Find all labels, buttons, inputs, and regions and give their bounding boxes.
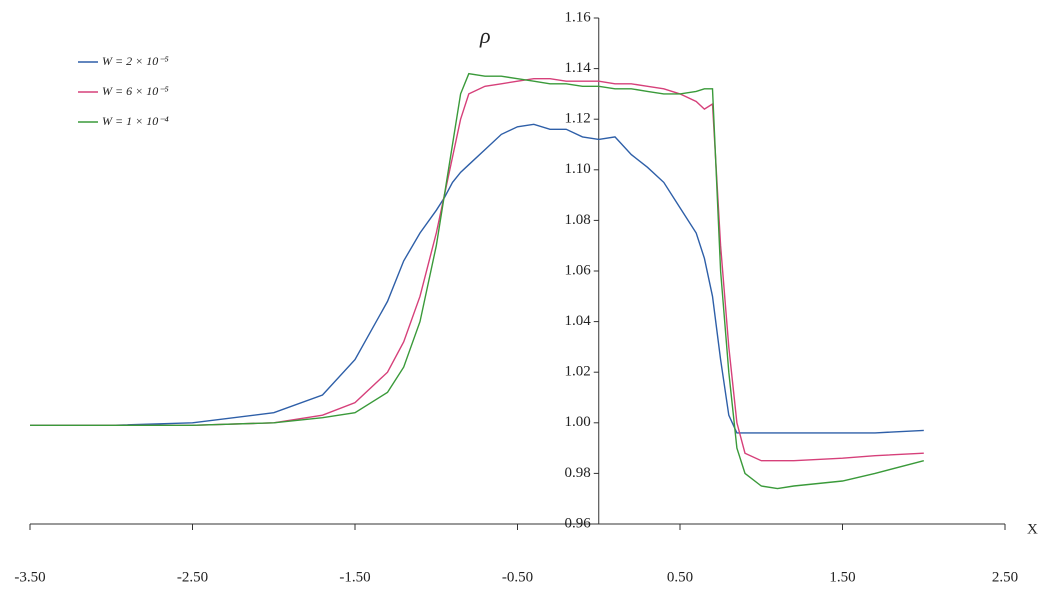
series-line <box>30 78 924 462</box>
y-tick-label: 0.96 <box>565 515 592 531</box>
x-tick-label: 2.50 <box>992 569 1018 585</box>
series-line <box>30 72 924 490</box>
x-tick-label: -1.50 <box>339 569 370 585</box>
y-axis-label: ρ <box>479 23 491 48</box>
x-axis-label: X <box>1027 521 1038 537</box>
y-tick-label: 1.08 <box>565 212 591 228</box>
y-tick-label: 1.00 <box>565 414 591 430</box>
y-tick-label: 1.12 <box>565 111 591 127</box>
legend-label: W = 6 × 10⁻⁵ <box>102 84 169 98</box>
y-tick-label: 0.98 <box>565 465 591 481</box>
y-tick-label: 1.04 <box>565 313 592 329</box>
x-tick-label: -0.50 <box>502 569 533 585</box>
x-tick-label: -2.50 <box>177 569 208 585</box>
x-tick-label: -3.50 <box>14 569 45 585</box>
y-tick-label: 1.10 <box>565 161 591 177</box>
series-line <box>30 123 924 434</box>
y-tick-label: 1.06 <box>565 262 592 278</box>
legend-label: W = 2 × 10⁻⁵ <box>102 54 169 68</box>
legend-label: W = 1 × 10⁻⁴ <box>102 114 169 128</box>
y-tick-label: 1.14 <box>565 60 592 76</box>
y-tick-label: 1.16 <box>565 9 592 25</box>
y-tick-label: 1.02 <box>565 364 591 380</box>
x-tick-label: 1.50 <box>829 569 855 585</box>
x-tick-label: 0.50 <box>667 569 693 585</box>
